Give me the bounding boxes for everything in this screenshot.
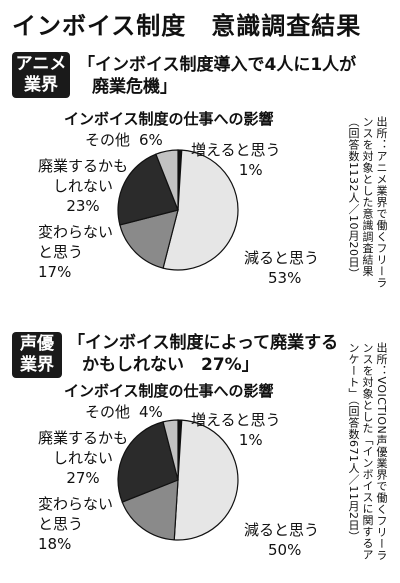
voice-actor-pie-slice-no-change <box>121 479 179 541</box>
anime-label-increase: 増えると思う 1% <box>191 141 281 179</box>
voice-actor-pie-slice-closure <box>117 421 179 503</box>
voice-actor-headline: 「インボイス制度によって廃業する かもしれない 27%」 <box>68 333 339 375</box>
voice-actor-label-increase: 増えると思う 1% <box>191 411 281 449</box>
anime-pie-slice-other <box>155 149 179 211</box>
anime-pie-chart <box>117 149 239 271</box>
anime-value-other: 6% <box>139 131 163 149</box>
anime-industry-badge: アニメ 業界 <box>12 52 70 98</box>
anime-pie-slice-no-change <box>119 209 179 269</box>
anime-source-note: 出所：アニメ業界で働くフリーランスを対象とした意識調査結果（回答数1132人／1… <box>347 116 388 289</box>
anime-label-other: その他 <box>84 131 130 149</box>
voice-actor-pie-slice-other <box>162 419 179 481</box>
voice-actor-label-decrease: 減ると思う 50% <box>244 521 320 559</box>
anime-label-decrease: 減ると思う 53% <box>244 249 320 287</box>
voice-actor-label-other: その他 <box>84 403 130 421</box>
anime-pie-slice-decrease <box>162 149 239 271</box>
anime-label-nochange: 変わらない と思う 17% <box>38 223 114 281</box>
voice-actor-chart-title: インボイス制度の仕事への影響 <box>64 382 274 400</box>
voice-actor-label-nochange: 変わらない と思う 18% <box>38 495 114 553</box>
voice-actor-value-other: 4% <box>139 403 163 421</box>
anime-chart-title: インボイス制度の仕事への影響 <box>64 110 274 128</box>
page-title: インボイス制度 意識調査結果 <box>12 12 362 40</box>
voice-actor-label-closure: 廃業するかも しれない 27% <box>37 429 128 487</box>
anime-pie-slice-closure <box>117 153 179 226</box>
voice-actor-industry-badge: 声優 業界 <box>12 332 62 378</box>
anime-label-closure: 廃業するかも しれない 23% <box>37 157 128 215</box>
voice-actor-pie-chart <box>117 419 239 541</box>
voice-actor-pie-slice-decrease <box>173 419 239 541</box>
anime-headline: 「インボイス制度導入で4人に1人が 廃業危機」 <box>78 55 357 97</box>
voice-actor-source-note: 出所：VOICTION声優業界で働くフリーランスを対象とした「インボイスに関する… <box>347 342 388 561</box>
